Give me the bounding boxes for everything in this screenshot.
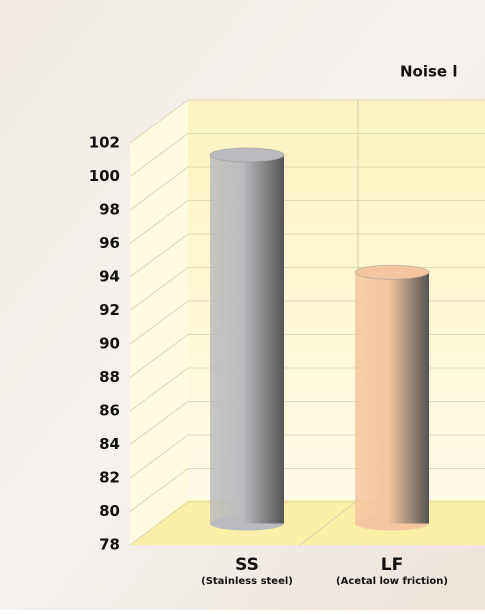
bar-body [210, 155, 284, 524]
bar-top [354, 264, 430, 280]
bar [354, 264, 430, 531]
divider [299, 499, 359, 546]
grid-line [129, 166, 485, 211]
y-tick-label: 92 [99, 301, 120, 319]
grid-line [129, 99, 485, 144]
x-tick-note: (Stainless steel) [201, 576, 293, 587]
y-tick-label: 86 [99, 402, 120, 420]
chart-title: Noise l [400, 63, 457, 81]
y-tick-label: 84 [99, 435, 120, 453]
x-tick-label: LF [381, 555, 403, 575]
grid-line [129, 233, 485, 278]
x-tick-note: (Acetal low friction) [336, 576, 448, 587]
bar-body [355, 272, 429, 524]
y-tick-label: 94 [99, 268, 120, 286]
grid-line [129, 200, 485, 244]
y-tick-label: 98 [99, 201, 120, 219]
x-tick-label: SS [235, 555, 259, 575]
bar [209, 147, 285, 531]
y-tick-label: 78 [99, 536, 120, 554]
y-tick-label: 90 [99, 335, 120, 353]
y-tick-label: 102 [89, 134, 120, 152]
y-tick-label: 96 [99, 234, 120, 252]
y-tick-label: 88 [99, 368, 120, 386]
bar-top [209, 147, 285, 163]
y-tick-label: 80 [99, 502, 120, 520]
y-tick-label: 82 [99, 469, 120, 487]
y-tick-label: 100 [89, 167, 120, 185]
floor [130, 500, 485, 545]
grid-line [129, 133, 485, 177]
